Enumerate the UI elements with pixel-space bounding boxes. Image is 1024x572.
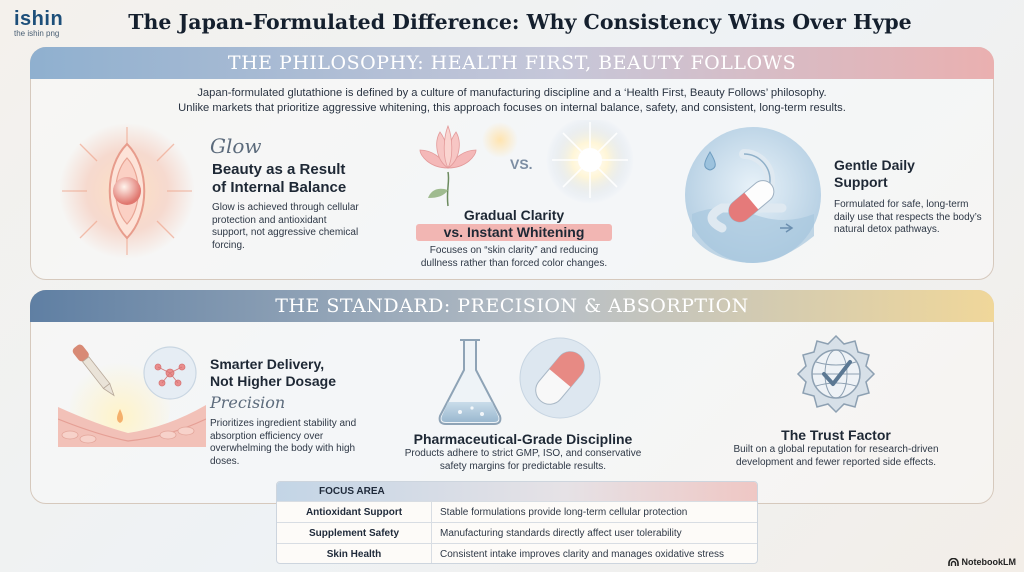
glow-heading: Beauty as a Result of Internal Balance [212,161,346,197]
glow-heading-line2: of Internal Balance [212,179,347,196]
table-cell-area: Supplement Safety [277,523,432,543]
daily-heading-line2: Support [834,174,888,190]
table-cell-detail: Stable formulations provide long-term ce… [440,506,688,518]
delivery-heading: Smarter Delivery, Not Higher Dosage [210,356,336,390]
table-row: Supplement Safety Manufacturing standard… [277,522,757,543]
table-header: FOCUS AREA [277,482,757,501]
glow-heading-line1: Beauty as a Result [212,161,346,178]
daily-heading-line1: Gentle Daily [834,157,915,173]
clarity-heading-line1: Gradual Clarity [463,207,565,223]
logo-text: ishin [14,8,64,30]
delivery-heading-line2: Not Higher Dosage [210,373,337,389]
clarity-heading-line2: vs. Instant Whitening [416,224,612,241]
dropper-skin-icon [58,344,206,447]
globe-check-seal-icon [796,334,876,414]
intro-line-2: Unlike markets that prioritize aggressiv… [178,102,846,114]
pharma-body: Products adhere to strict GMP, ISO, and … [404,448,642,472]
philosophy-intro: Japan-formulated glutathione is defined … [120,86,904,116]
philosophy-banner: THE PHILOSOPHY: HEALTH FIRST, BEAUTY FOL… [30,47,994,79]
table-cell-area: Antioxidant Support [277,502,432,522]
philosophy-section [30,47,994,280]
standard-banner: THE STANDARD: PRECISION & ABSORPTION [30,290,994,322]
trust-heading: The Trust Factor [781,427,891,443]
lotus-vs-sun-icon [419,120,634,207]
glow-script: Glow [210,134,262,158]
ishin-logo: ishin the ishin png [14,8,63,38]
trust-body: Built on a global reputation for researc… [733,444,939,468]
page-title: The Japan-Formulated Difference: Why Con… [128,10,912,34]
glow-orb-icon [59,123,195,259]
focus-area-table: FOCUS AREA Antioxidant Support Stable fo… [276,481,758,564]
logo-subtext: the ishin png [14,29,60,38]
badge-label: NotebookLM [961,557,1017,567]
daily-body: Formulated for safe, long-term daily use… [834,199,982,235]
clarity-body: Focuses on “skin clarity” and reducing d… [420,245,608,269]
table-row: Skin Health Consistent intake improves c… [277,543,757,563]
glow-body: Glow is achieved through cellular protec… [212,202,359,251]
intro-line-1: Japan-formulated glutathione is defined … [197,87,827,99]
table-row: Antioxidant Support Stable formulations … [277,501,757,522]
delivery-heading-line1: Smarter Delivery, [210,356,325,372]
daily-heading: Gentle Daily Support [834,157,915,191]
table-cell-detail: Manufacturing standards directly affect … [440,527,682,539]
vs-label: VS. [510,156,533,172]
delivery-script: Precision [210,393,286,412]
pharma-heading: Pharmaceutical-Grade Discipline [413,431,633,447]
clarity-heading: Gradual Clarity vs. Instant Whitening [416,207,612,241]
flask-capsule-icon [438,337,601,425]
delivery-body: Prioritizes ingredient stability and abs… [210,418,357,467]
table-cell-detail: Consistent intake improves clarity and m… [440,548,725,560]
daily-capsule-icon [685,127,821,263]
notebooklm-logo-icon [947,557,959,566]
table-cell-area: Skin Health [277,544,432,563]
notebooklm-badge: NotebookLM [947,557,1017,567]
